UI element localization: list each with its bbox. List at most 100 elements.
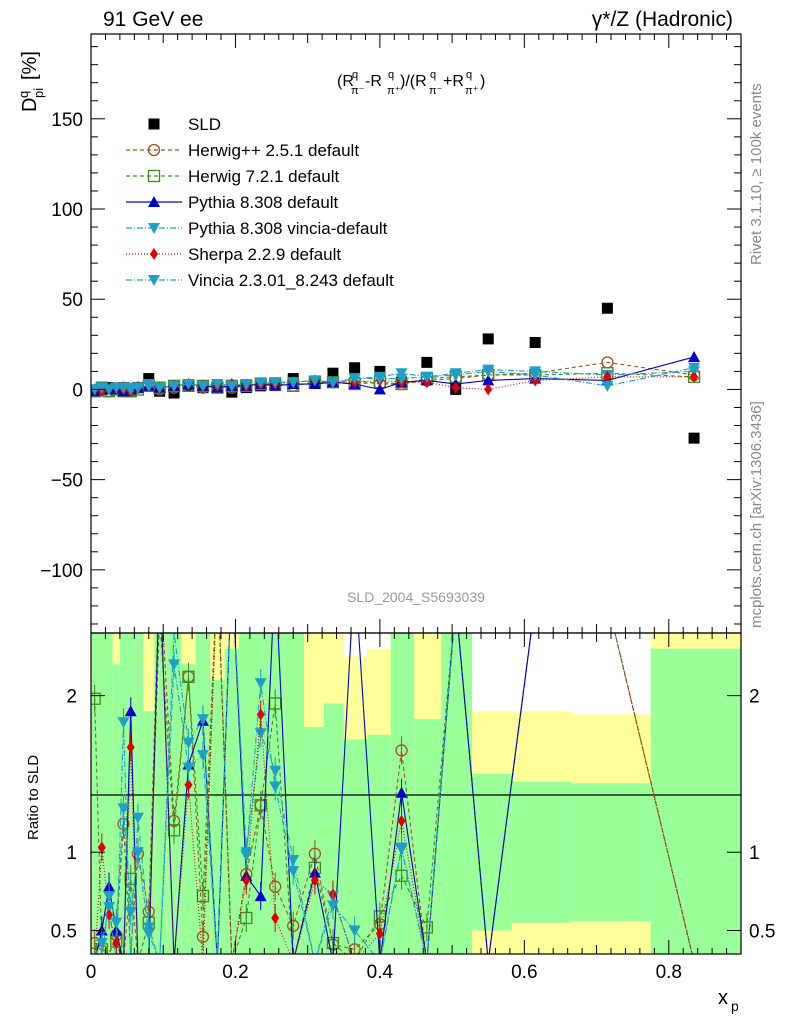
ratio-band-green <box>105 633 113 954</box>
x-tick-label: 0 <box>86 962 97 983</box>
ratio-point <box>117 803 130 815</box>
ratio-point <box>269 880 282 893</box>
data-point <box>690 370 699 383</box>
svg-text:q: q <box>430 69 436 81</box>
svg-text:π⁺: π⁺ <box>465 85 479 97</box>
ratio-y-tick-label: 1 <box>66 843 77 864</box>
data-point <box>603 370 612 383</box>
svg-text:p: p <box>731 998 739 1014</box>
legend-marker <box>148 196 160 207</box>
data-point <box>211 379 224 391</box>
ratio-band-green <box>284 633 305 954</box>
ratio-panel <box>91 633 741 954</box>
svg-text:x: x <box>718 987 728 1009</box>
ratio-point <box>254 799 267 812</box>
ratio-point <box>91 692 101 705</box>
data-point <box>103 384 116 396</box>
ratio-point <box>182 737 195 749</box>
ratio-band-green <box>210 679 225 954</box>
data-point <box>182 379 195 391</box>
ratio-point <box>182 670 195 683</box>
ratio-point <box>395 786 408 798</box>
y-tick-label: 100 <box>51 200 83 221</box>
ratio-point <box>254 728 267 740</box>
mcplots-label: mcplots.cern.ch [arXiv:1306.3436] <box>748 401 765 628</box>
svg-text:-R: -R <box>365 73 382 90</box>
legend-label: Herwig 7.2.1 default <box>188 167 339 186</box>
ratio-point <box>287 866 300 878</box>
ratio-point <box>95 938 108 950</box>
ratio-point <box>124 705 137 717</box>
data-point <box>420 371 433 383</box>
ratio-band-green <box>323 703 344 954</box>
ratio-point <box>397 814 406 827</box>
ratio-point <box>240 911 253 925</box>
ratio-point <box>256 708 265 721</box>
ratio-point <box>126 741 135 754</box>
data-point <box>601 380 614 392</box>
x-axis-title: x p <box>718 987 739 1014</box>
ratio-frame <box>90 632 742 955</box>
svg-text:π⁺: π⁺ <box>387 85 401 97</box>
x-tick-label: 0.8 <box>656 962 682 983</box>
ratio-point <box>326 936 340 950</box>
data-point <box>240 379 253 391</box>
ratio-point <box>287 919 300 932</box>
data-point <box>688 350 701 362</box>
ratio-point <box>142 928 155 940</box>
legend-label: Pythia 8.308 vincia-default <box>188 219 388 238</box>
ratio-band-green <box>91 633 99 954</box>
ratio-point <box>131 847 144 859</box>
ratio-y-tick-label-right: 2 <box>749 687 760 708</box>
data-point <box>451 381 460 394</box>
ratio-point <box>240 850 253 862</box>
data-point <box>142 380 155 392</box>
watermark: SLD_2004_S5693039 <box>347 589 485 605</box>
ratio-band-green <box>267 633 285 954</box>
ratio-point <box>375 927 384 940</box>
data-point <box>482 374 495 386</box>
ratio-y-tick-label-right: 0.5 <box>749 922 775 943</box>
ratio-band-green <box>511 781 572 923</box>
legend-marker <box>148 118 160 130</box>
ratio-point <box>103 891 116 903</box>
legend-label: Vincia 2.3.01_8.243 default <box>188 271 394 290</box>
ratio-series-4 <box>94 633 693 954</box>
ratio-band-green <box>112 664 120 954</box>
ratio-y-tick-label: 2 <box>66 687 77 708</box>
legend-marker <box>148 223 160 234</box>
svg-text:π⁻: π⁻ <box>429 85 443 97</box>
ratio-point <box>97 841 106 854</box>
legend-label: Pythia 8.308 default <box>188 193 339 212</box>
data-point <box>373 373 386 385</box>
ratio-point <box>196 714 209 726</box>
ratio-point <box>124 906 137 918</box>
ratio-point <box>110 917 123 929</box>
svg-text:): ) <box>480 73 485 90</box>
data-point <box>688 432 700 444</box>
svg-text:q: q <box>352 69 358 81</box>
ratio-band-green <box>119 633 128 954</box>
ratio-point <box>269 781 282 793</box>
main-panel <box>91 302 701 444</box>
data-point <box>153 382 166 394</box>
ratio-point <box>196 889 210 903</box>
data-point <box>269 377 282 389</box>
ratio-point <box>131 812 144 824</box>
ratio-band-green <box>134 633 144 954</box>
header-left: 91 GeV ee <box>103 8 203 31</box>
data-point <box>374 365 386 377</box>
data-point <box>308 375 321 387</box>
data-point <box>225 380 238 392</box>
data-point <box>287 377 300 389</box>
svg-text:q: q <box>16 91 31 98</box>
legend-marker <box>147 169 161 183</box>
svg-text:q: q <box>466 69 472 81</box>
data-point <box>124 384 137 396</box>
legend-label: Sherpa 2.2.9 default <box>188 245 341 264</box>
data-point <box>484 383 493 396</box>
ratio-band-green <box>98 633 106 954</box>
data-point <box>373 383 386 395</box>
data-point <box>168 380 181 392</box>
